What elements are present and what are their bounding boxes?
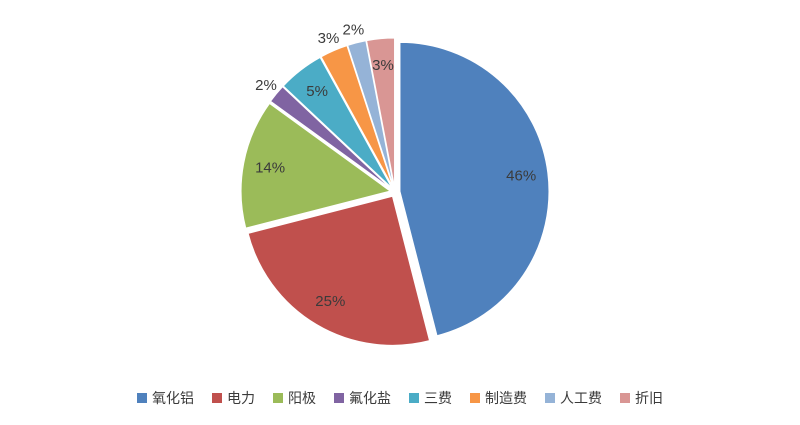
legend-marker-0 [137, 393, 147, 403]
pie-slice-1 [247, 195, 431, 346]
legend-item-7: 折旧 [620, 388, 663, 408]
legend-marker-6 [545, 393, 555, 403]
legend-item-1: 电力 [212, 388, 255, 408]
legend-marker-2 [273, 393, 283, 403]
slice-label-7: 3% [372, 57, 394, 74]
pie-chart: 46%25%14%2% 5%3%2%3% [240, 21, 550, 346]
pie-slice-3 [269, 86, 392, 190]
legend-item-5: 制造费 [470, 388, 527, 408]
legend-item-2: 阳极 [273, 388, 316, 408]
pie-slice-2 [240, 102, 392, 229]
legend-item-0: 氧化铝 [137, 388, 194, 408]
legend-marker-7 [620, 393, 630, 403]
slice-label-3: 2% [255, 77, 277, 94]
legend-marker-3 [334, 393, 344, 403]
pie-slice-4 [282, 56, 393, 189]
legend-label-3: 氟化盐 [349, 390, 391, 406]
chart-legend: 氧化铝 电力 阳极 氟化盐 三费 制造费 人工费 折旧 [0, 388, 800, 408]
legend-label-2: 阳极 [288, 390, 316, 406]
legend-label-4: 三费 [424, 390, 452, 406]
slice-label-5: 3% [318, 30, 340, 47]
legend-label-5: 制造费 [485, 390, 527, 406]
legend-item-3: 氟化盐 [334, 388, 391, 408]
slice-label-2: 14% [255, 160, 285, 177]
legend-item-4: 三费 [409, 388, 452, 408]
legend-label-1: 电力 [227, 390, 255, 406]
legend-label-7: 折旧 [635, 390, 663, 406]
slice-label-4: 5% [306, 83, 328, 100]
pie-slice-6 [347, 40, 395, 188]
legend-marker-5 [470, 393, 480, 403]
legend-label-6: 人工费 [560, 390, 602, 406]
slice-label-0: 46% [506, 168, 536, 185]
pie-slice-5 [320, 45, 394, 188]
pie-slice-0 [399, 41, 550, 337]
slice-label-6: 2% [343, 21, 365, 38]
legend-item-6: 人工费 [545, 388, 602, 408]
legend-marker-4 [409, 393, 419, 403]
slice-label-1: 25% [315, 293, 345, 310]
legend-label-0: 氧化铝 [152, 390, 194, 406]
pie-slice-7 [366, 37, 396, 188]
legend-marker-1 [212, 393, 222, 403]
